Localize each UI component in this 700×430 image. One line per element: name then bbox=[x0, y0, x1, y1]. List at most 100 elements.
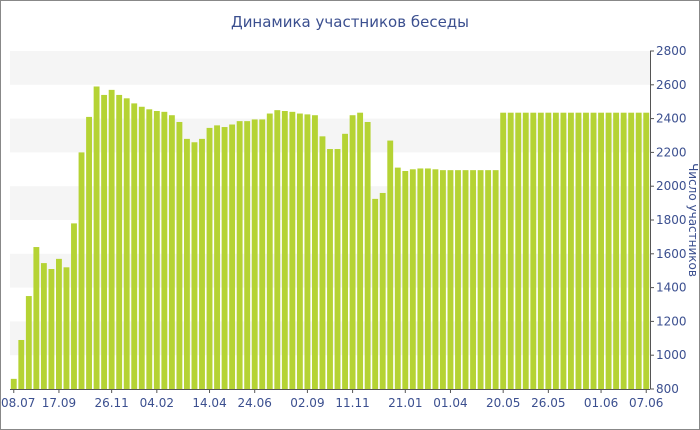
bar bbox=[229, 124, 236, 389]
bar bbox=[575, 112, 582, 389]
bar bbox=[168, 115, 175, 389]
bar bbox=[244, 121, 251, 389]
bar bbox=[184, 138, 190, 389]
bar bbox=[71, 223, 77, 389]
bar bbox=[191, 142, 198, 389]
bar bbox=[424, 168, 431, 389]
bar bbox=[590, 112, 597, 389]
bar bbox=[304, 114, 311, 390]
y-tick-label: 1000 bbox=[656, 348, 687, 362]
bar bbox=[274, 110, 281, 390]
bar bbox=[545, 112, 552, 389]
bar bbox=[394, 167, 401, 389]
y-tick-label: 800 bbox=[656, 382, 679, 396]
x-tick-label: 14.04 bbox=[192, 396, 226, 410]
bar bbox=[485, 170, 492, 389]
bar bbox=[440, 170, 446, 389]
x-tick-label: 01.06 bbox=[584, 396, 618, 410]
x-tick-label: 11.11 bbox=[335, 396, 369, 410]
y-tick-label: 2800 bbox=[656, 44, 687, 58]
bar bbox=[131, 103, 138, 389]
x-tick-label: 20.05 bbox=[486, 396, 520, 410]
bars bbox=[10, 86, 650, 390]
bar bbox=[296, 113, 303, 389]
y-axis-label: Число участников bbox=[686, 163, 700, 277]
bar bbox=[372, 198, 379, 390]
bar bbox=[635, 112, 642, 389]
bar bbox=[40, 263, 47, 389]
y-tick-label: 2200 bbox=[656, 145, 687, 159]
y-tick-label: 1200 bbox=[656, 314, 687, 328]
bar bbox=[123, 98, 130, 389]
bar bbox=[78, 152, 85, 389]
bar bbox=[10, 378, 17, 389]
bar bbox=[93, 86, 100, 390]
bar bbox=[342, 133, 348, 389]
x-tick-label: 08.07 bbox=[1, 396, 35, 410]
y-tick-label: 1800 bbox=[656, 213, 687, 227]
bar bbox=[199, 138, 205, 389]
bar bbox=[334, 149, 341, 389]
bar bbox=[214, 125, 220, 390]
bar bbox=[568, 112, 574, 389]
bar bbox=[319, 136, 326, 389]
x-tick-label: 02.09 bbox=[290, 396, 324, 410]
bar bbox=[447, 170, 454, 389]
bar bbox=[25, 296, 32, 389]
bar bbox=[515, 112, 522, 389]
bar bbox=[583, 112, 589, 389]
bar bbox=[327, 149, 333, 389]
bar bbox=[281, 111, 288, 389]
bar bbox=[560, 112, 567, 389]
bar bbox=[56, 258, 62, 389]
bar bbox=[387, 140, 394, 389]
x-tick-label: 01.04 bbox=[433, 396, 467, 410]
bar bbox=[289, 111, 296, 389]
bar bbox=[259, 119, 266, 389]
bar bbox=[153, 111, 160, 389]
bar bbox=[349, 115, 356, 389]
bar bbox=[530, 112, 537, 389]
bar bbox=[402, 170, 409, 389]
bar bbox=[221, 127, 228, 390]
y-tick-labels: 800 1000 1200 1400 1600 1800 2000 2200 2400 2600 2… bbox=[650, 44, 687, 396]
bar bbox=[116, 94, 123, 389]
y-tick-label: 2000 bbox=[656, 179, 687, 193]
bar bbox=[552, 112, 559, 389]
bar bbox=[537, 112, 544, 389]
bar bbox=[146, 109, 153, 389]
bar bbox=[138, 106, 145, 390]
bar bbox=[18, 339, 25, 389]
bar bbox=[462, 170, 469, 389]
y-tick-label: 2600 bbox=[656, 78, 687, 92]
bar bbox=[620, 112, 627, 389]
bar bbox=[364, 121, 371, 389]
bar bbox=[507, 112, 514, 389]
bar bbox=[598, 112, 604, 389]
y-tick-label: 2400 bbox=[656, 112, 687, 126]
bar bbox=[312, 115, 318, 389]
y-tick-label: 1600 bbox=[656, 247, 687, 261]
bar bbox=[500, 112, 507, 389]
x-tick-label: 26.11 bbox=[94, 396, 128, 410]
bar bbox=[161, 111, 168, 389]
bar bbox=[628, 112, 635, 389]
bar bbox=[108, 89, 115, 390]
x-tick-label: 17.09 bbox=[42, 396, 76, 410]
bar bbox=[48, 269, 55, 389]
bar bbox=[251, 119, 258, 389]
x-tick-labels: 08.07 17.09 26.11 04.02 14.04 24.06 02.09 11.11… bbox=[1, 389, 663, 410]
grid-band bbox=[10, 51, 650, 85]
bar bbox=[86, 116, 92, 389]
y-tick-label: 1400 bbox=[656, 281, 687, 295]
bar bbox=[492, 170, 499, 389]
x-tick-label: 24.06 bbox=[238, 396, 272, 410]
bar bbox=[643, 112, 650, 389]
bar bbox=[63, 267, 70, 389]
bar bbox=[357, 112, 364, 389]
bar bbox=[522, 112, 529, 389]
bar bbox=[266, 113, 273, 389]
bar bbox=[176, 121, 183, 389]
x-tick-label: 26.05 bbox=[531, 396, 565, 410]
bar bbox=[206, 127, 213, 390]
